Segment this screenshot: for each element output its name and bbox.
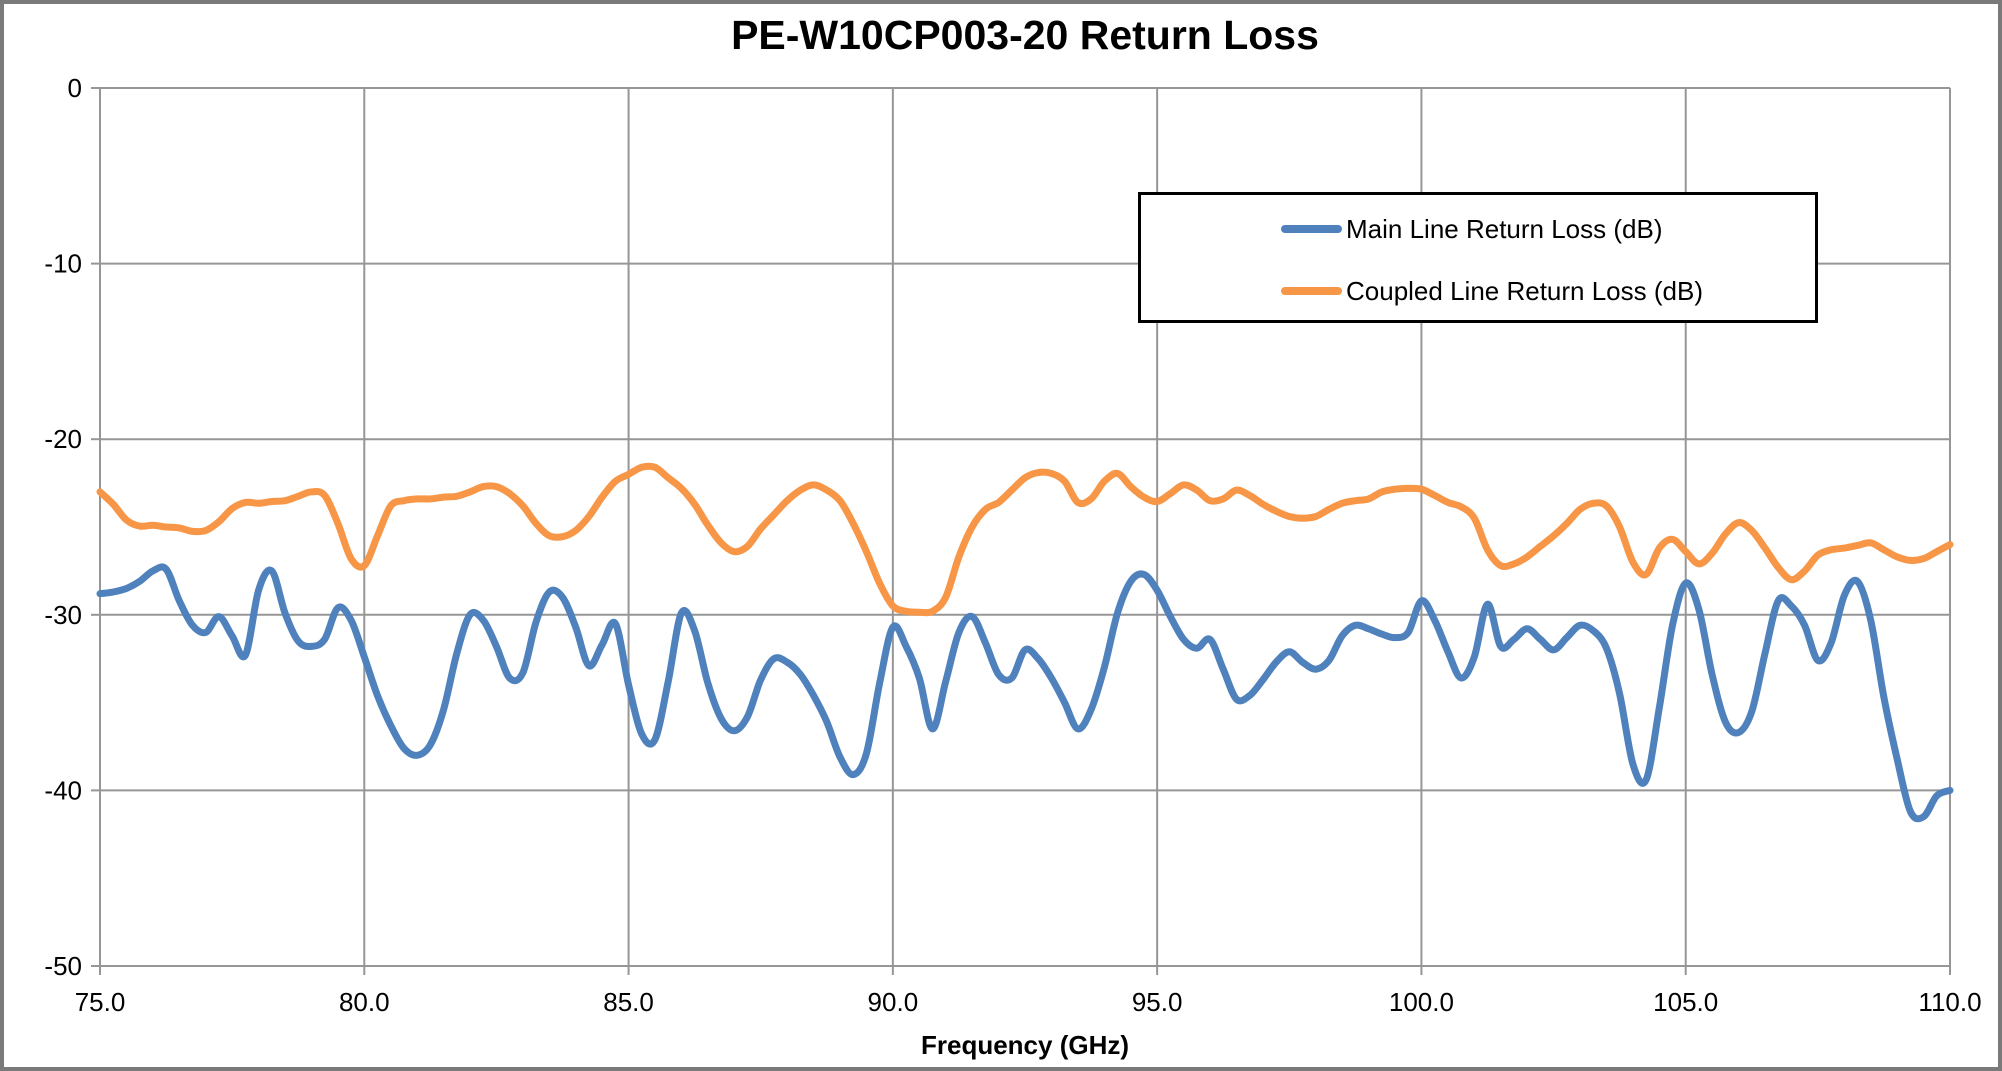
x-axis-tick-label: 110.0 — [1918, 987, 1981, 1017]
x-axis-tick-label: 95.0 — [1132, 987, 1183, 1017]
plot-area: 0 -10 -20 -30 -40 -50 75.0 80.0 85.0 90.0 95.0 100.… — [44, 73, 1981, 1017]
legend-label-coupled-line: Coupled Line Return Loss (dB) — [1346, 275, 1703, 306]
x-axis-tick-label: 90.0 — [868, 987, 919, 1017]
y-axis-tick-label: -20 — [44, 424, 82, 454]
x-axis-tick-label: 100.0 — [1389, 987, 1454, 1017]
y-axis-tick-label: -30 — [44, 600, 82, 630]
chart-title: PE-W10CP003-20 Return Loss — [731, 12, 1319, 58]
y-axis-tick-label: -10 — [44, 249, 82, 279]
legend-item-coupled-line: Coupled Line Return Loss (dB) — [1141, 258, 1815, 324]
y-axis-tick-label: 0 — [68, 73, 82, 103]
series-line-coupled — [96, 462, 1954, 617]
y-axis-tick-label: -50 — [44, 951, 82, 981]
x-axis-tick-label: 105.0 — [1653, 987, 1718, 1017]
legend: Main Line Return Loss (dB) Coupled Line … — [1138, 192, 1818, 323]
series-line-main — [96, 563, 1954, 823]
legend-swatch-main-line — [1281, 225, 1342, 233]
legend-label-main-line: Main Line Return Loss (dB) — [1346, 213, 1663, 244]
x-axis-title: Frequency (GHz) — [920, 1030, 1130, 1060]
legend-swatch-coupled-line — [1281, 287, 1342, 295]
x-axis-tick-label: 80.0 — [339, 987, 390, 1017]
x-axis-tick-label: 75.0 — [75, 987, 126, 1017]
legend-item-main-line: Main Line Return Loss (dB) — [1141, 196, 1815, 262]
x-axis-tick-label: 85.0 — [603, 987, 654, 1017]
y-axis-tick-label: -40 — [44, 775, 82, 805]
